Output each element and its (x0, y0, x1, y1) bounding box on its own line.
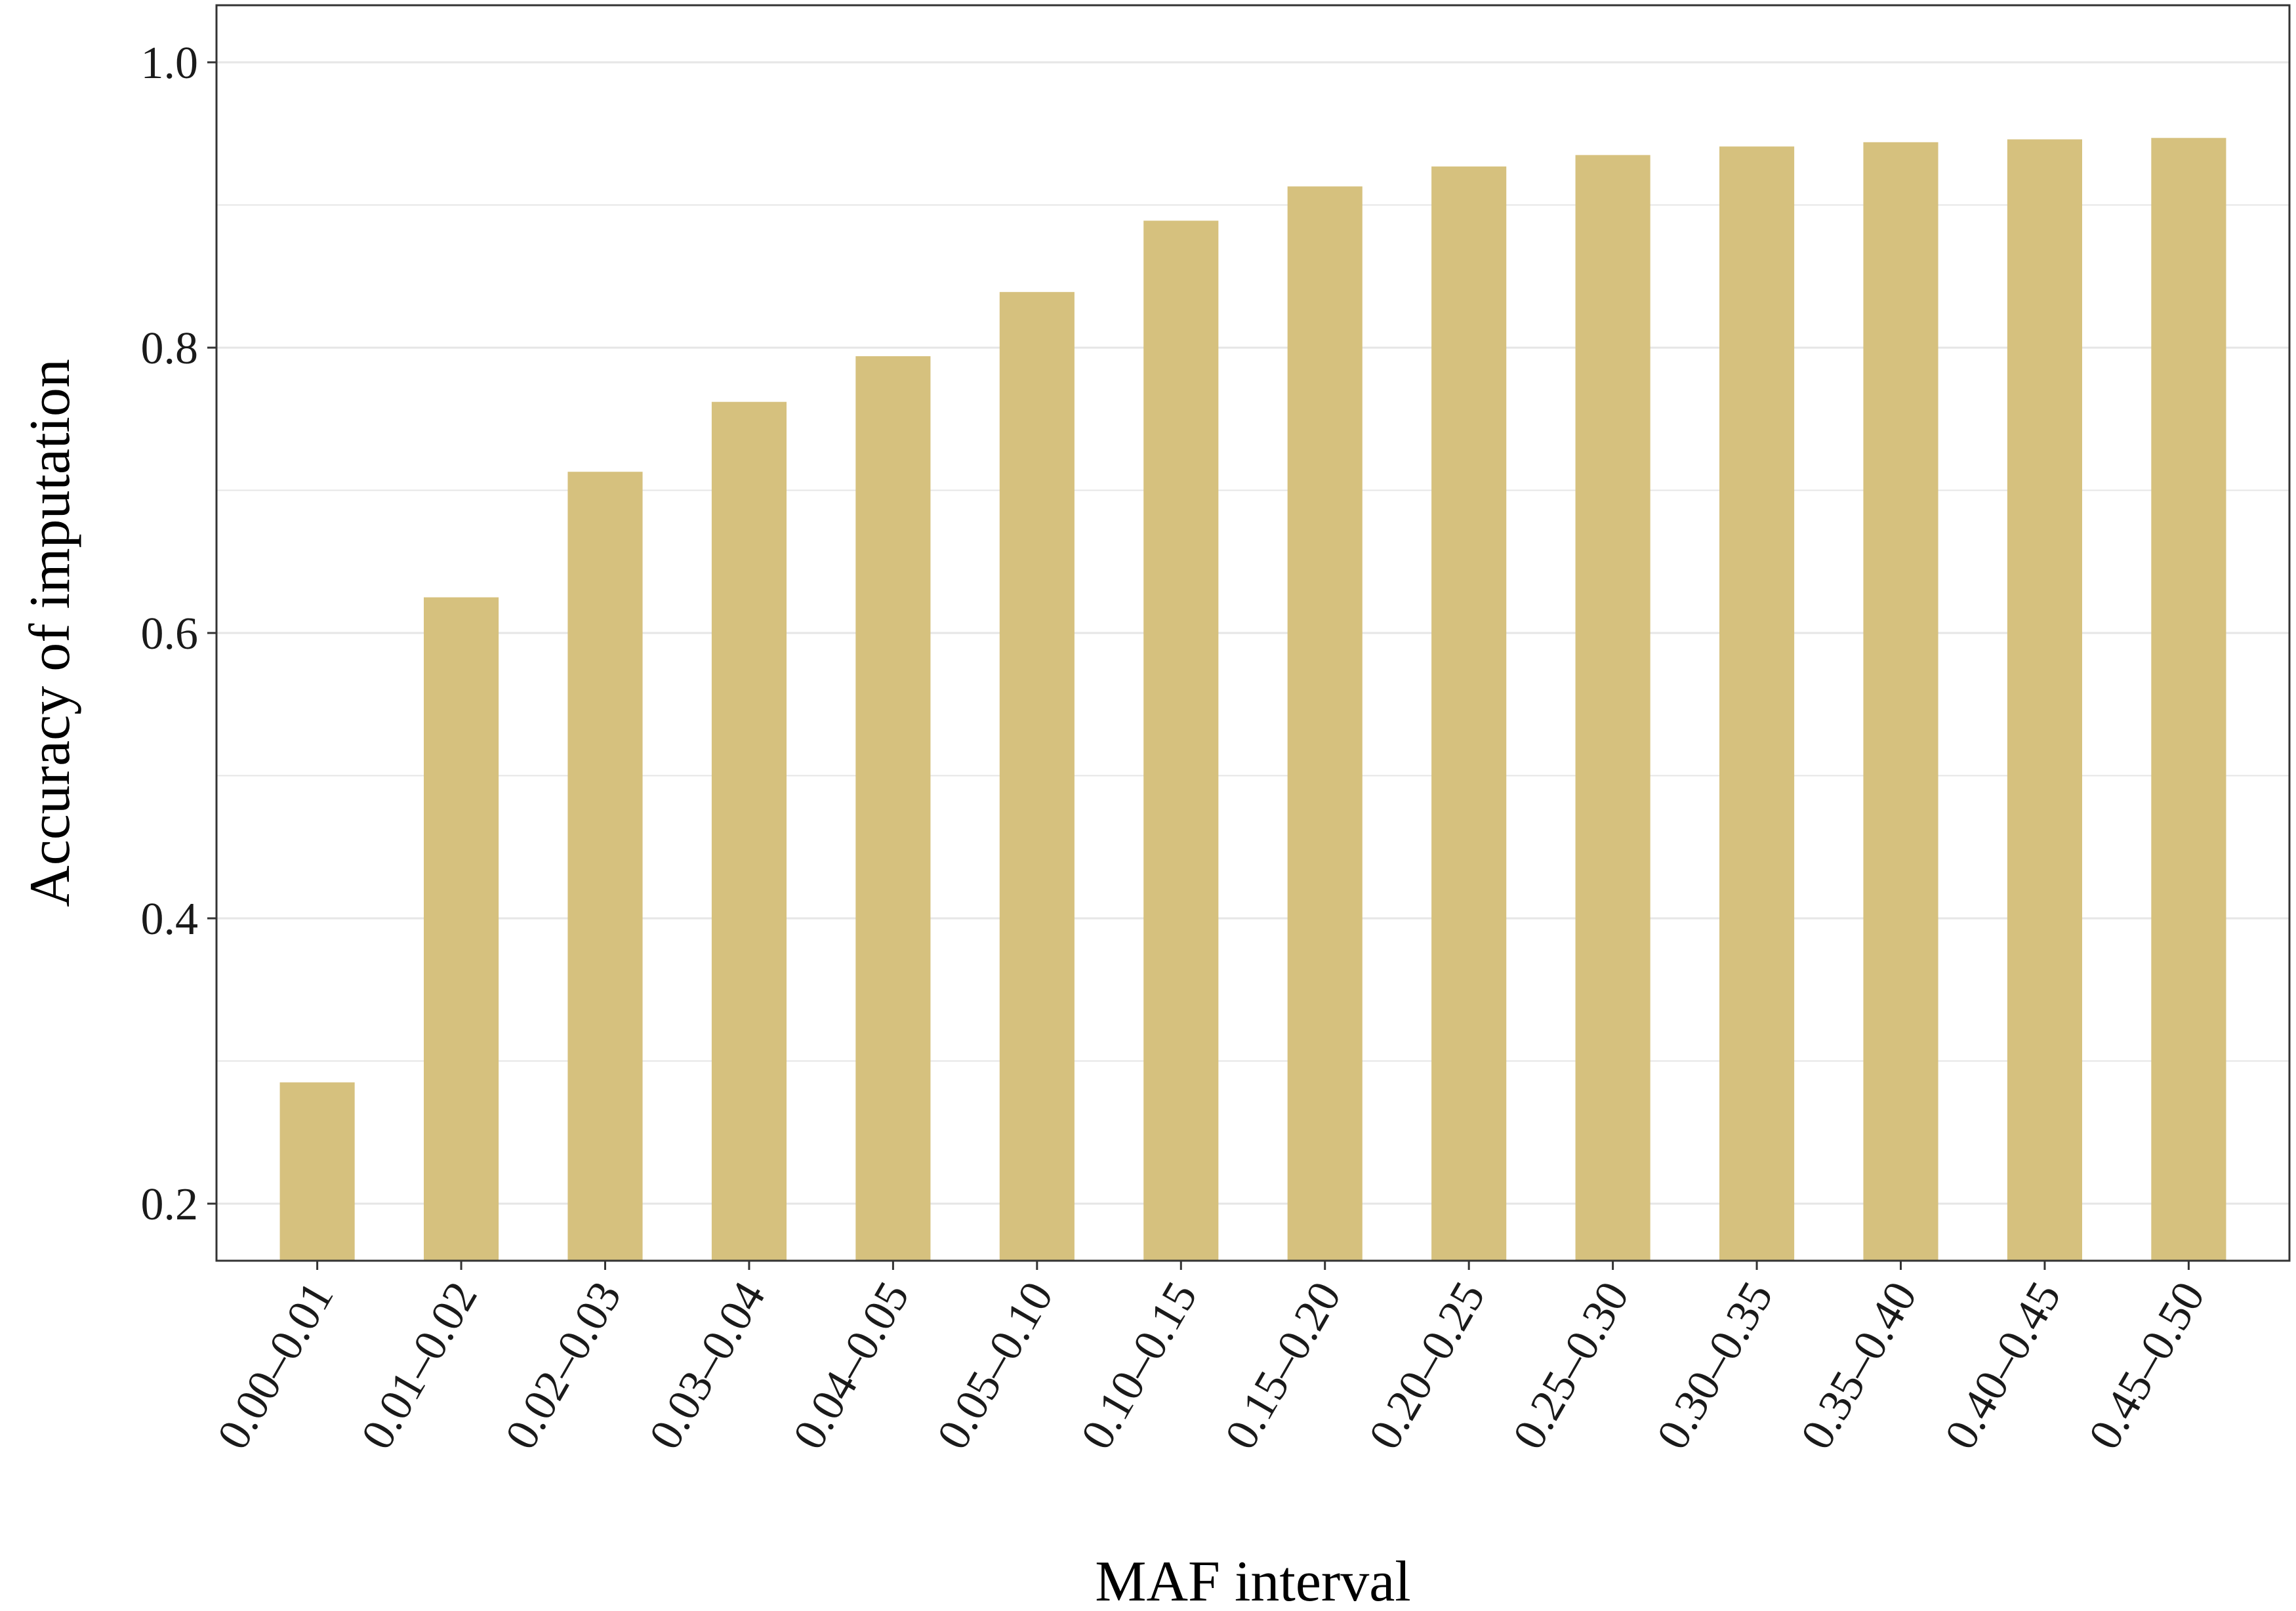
bar-0.30–0.35 (1719, 146, 1795, 1261)
bar-0.45–0.50 (2151, 138, 2226, 1261)
y-tick-label: 1.0 (141, 38, 199, 89)
y-tick-label: 0.6 (141, 609, 199, 659)
bar-0.05–0.10 (999, 292, 1075, 1261)
bar-0.04–0.05 (855, 356, 931, 1261)
y-tick-label: 0.8 (141, 323, 199, 374)
bar-0.40–0.45 (2007, 139, 2082, 1261)
grid-lines (216, 61, 2289, 1205)
bar-0.03–0.04 (711, 401, 787, 1261)
x-axis-title: MAF interval (1095, 1550, 1411, 1611)
bar-0.15–0.20 (1287, 186, 1363, 1261)
bar-0.20–0.25 (1431, 166, 1507, 1261)
bar-0.25–0.30 (1575, 155, 1650, 1261)
bar-0.01–0.02 (424, 597, 499, 1261)
bar-0.02–0.03 (567, 472, 643, 1261)
bar-0.10–0.15 (1143, 220, 1219, 1261)
bars (279, 138, 2226, 1261)
bar-0.00–0.01 (279, 1082, 355, 1261)
y-axis-title: Accuracy of imputation (18, 359, 82, 907)
y-tick-label: 0.4 (141, 894, 199, 945)
bar-0.35–0.40 (1863, 142, 1938, 1261)
y-axis-ticks: 0.2 0.4 0.6 0.8 1.0 (141, 38, 216, 1230)
y-tick-label: 0.2 (141, 1179, 199, 1230)
